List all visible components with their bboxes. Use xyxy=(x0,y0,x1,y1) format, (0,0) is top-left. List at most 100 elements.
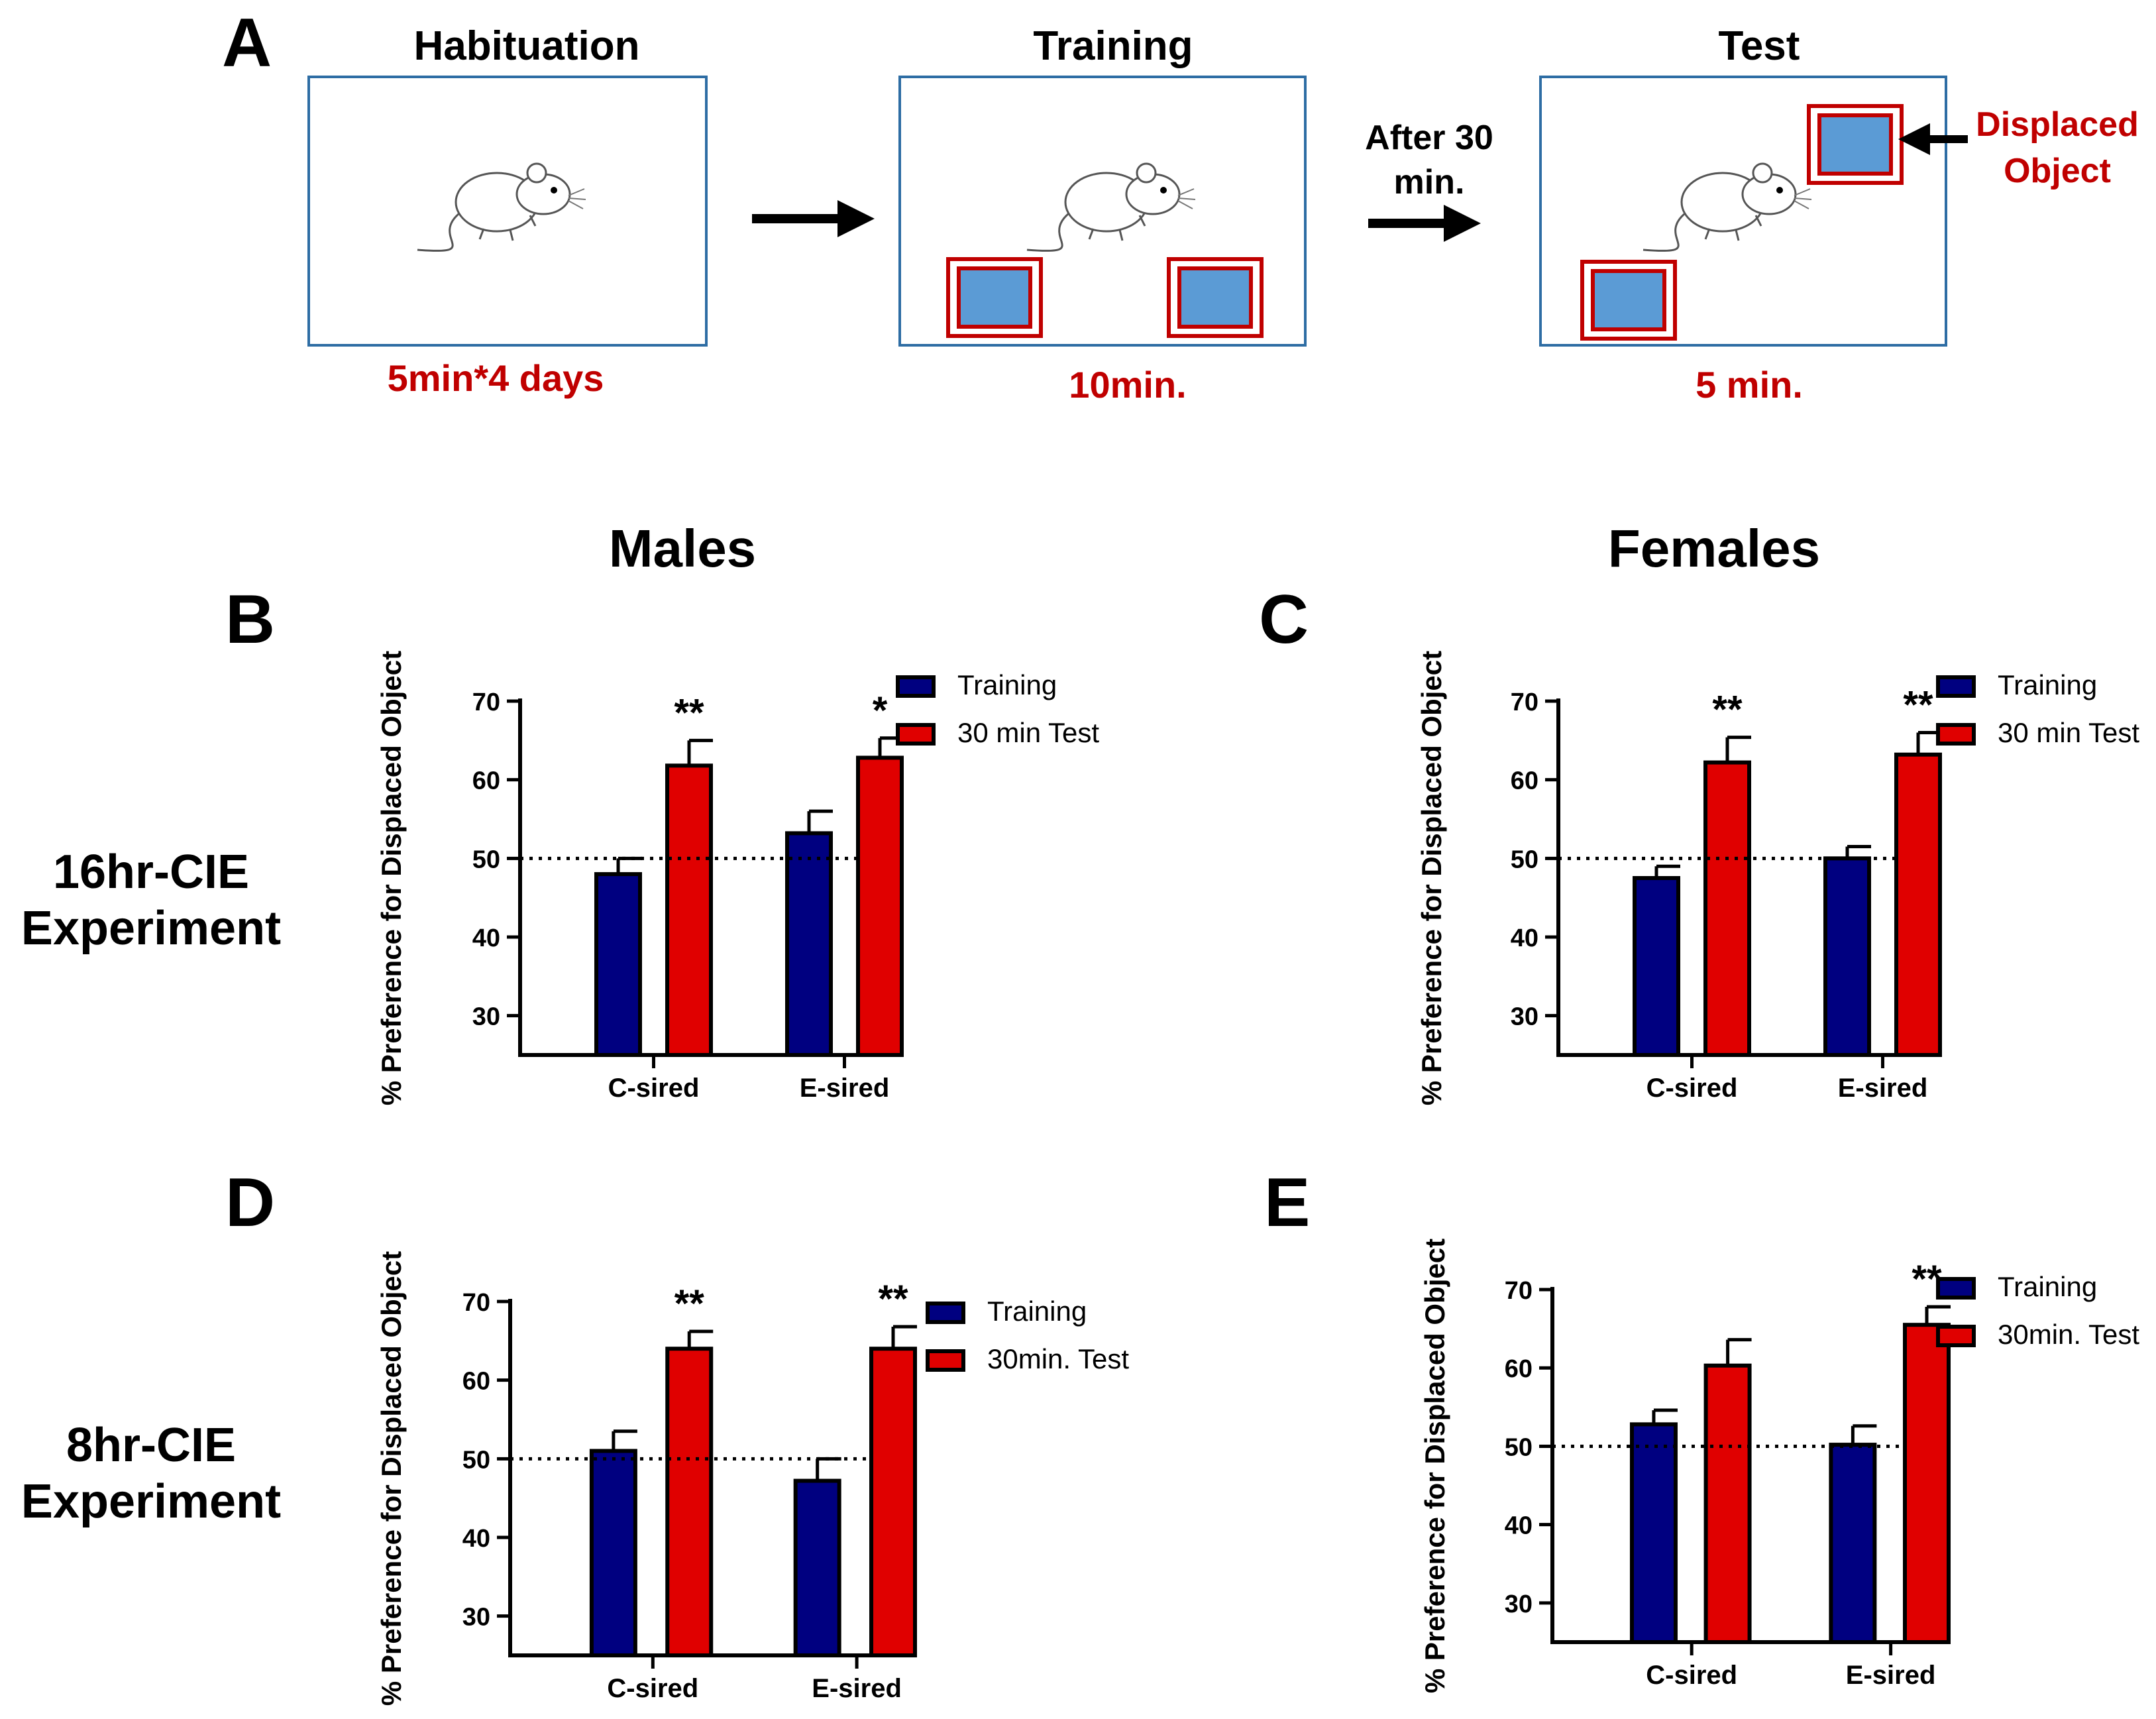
y-tick-label: 70 xyxy=(1505,1277,1533,1305)
training-object-right xyxy=(1167,257,1264,338)
bar-training-c-sired xyxy=(589,1449,637,1657)
delay-label-line1: After 30 xyxy=(1365,119,1493,157)
chart-c: C % Preference for Displaced Object 30 40 50… xyxy=(1259,581,2139,1105)
y-tick-label: 30 xyxy=(462,1604,490,1632)
chart-e: E % Preference for Displaced Object 30 40 50… xyxy=(1264,1164,2139,1693)
y-tick-label: 40 xyxy=(462,1525,490,1553)
legend-label: 30 min Test xyxy=(957,717,1099,748)
y-tick-label: 60 xyxy=(472,767,500,795)
y-axis-label: % Preference for Displaced Object xyxy=(376,1251,407,1706)
test-title: Test xyxy=(1719,23,1800,69)
legend-label: Training xyxy=(987,1296,1087,1327)
displaced-label-line2: Object xyxy=(2004,152,2111,190)
y-tick-label: 60 xyxy=(462,1368,490,1396)
bar-test-c-sired xyxy=(665,763,713,1057)
x-tick-label: E-sired xyxy=(812,1674,902,1703)
bar-training-e-sired xyxy=(793,1478,841,1658)
bar-test-c-sired xyxy=(1703,1363,1752,1644)
y-tick-label: 50 xyxy=(1511,846,1538,873)
panel-letter: C xyxy=(1259,581,1309,658)
y-tick-label: 50 xyxy=(1505,1433,1533,1461)
x-tick-label: E-sired xyxy=(800,1074,890,1103)
y-tick-label: 40 xyxy=(472,924,500,952)
bar-training-c-sired xyxy=(1633,876,1680,1057)
significance-marker: ** xyxy=(878,1278,908,1321)
panel-letter: E xyxy=(1264,1164,1310,1241)
panel-letter: B xyxy=(225,581,275,658)
legend-swatch xyxy=(926,1302,965,1324)
x-tick-label: E-sired xyxy=(1838,1074,1928,1103)
bar-test-c-sired xyxy=(665,1347,714,1657)
bar-training-c-sired xyxy=(594,872,642,1057)
significance-marker: ** xyxy=(1712,689,1743,732)
row1-label-line1: 16hr-CIE xyxy=(53,846,249,899)
displaced-label-line1: Displaced xyxy=(1976,105,2139,144)
significance-marker: ** xyxy=(1903,683,1933,726)
training-duration: 10min. xyxy=(1069,364,1186,406)
row1-label-line2: Experiment xyxy=(21,902,281,955)
habituation-title: Habituation xyxy=(414,23,640,69)
panel-a: A Habituation 5min*4 days Training 10min… xyxy=(222,5,2139,406)
y-axis-label: % Preference for Displaced Object xyxy=(1416,651,1447,1105)
legend-swatch xyxy=(1936,1277,1976,1300)
y-tick-label: 70 xyxy=(472,689,500,716)
y-axis-label: % Preference for Displaced Object xyxy=(376,651,407,1105)
training-title: Training xyxy=(1033,23,1193,69)
legend-swatch xyxy=(926,1349,965,1372)
x-tick-label: E-sired xyxy=(1846,1661,1936,1690)
x-tick-label: C-sired xyxy=(1646,1661,1737,1690)
row2-label-line2: Experiment xyxy=(21,1475,281,1528)
bar-test-e-sired xyxy=(1903,1323,1951,1644)
chart-d: D % Preference for Displaced Object 30 40 50… xyxy=(225,1164,1129,1706)
y-axis-label: % Preference for Displaced Object xyxy=(1419,1239,1450,1693)
legend-label: 30min. Test xyxy=(1998,1319,2139,1350)
test-object-displaced xyxy=(1807,104,1904,185)
significance-marker: ** xyxy=(674,1282,705,1325)
legend-label: Training xyxy=(957,669,1057,700)
row2-label-line1: 8hr-CIE xyxy=(66,1419,236,1472)
legend-swatch xyxy=(896,675,936,698)
bar-test-e-sired xyxy=(869,1347,917,1657)
bar-test-e-sired xyxy=(1894,752,1942,1058)
chart-b: B % Preference for Displaced Object 30 40 50… xyxy=(225,581,1099,1105)
panel-a-letter: A xyxy=(222,5,272,82)
legend-swatch xyxy=(1936,675,1976,698)
legend-label: Training xyxy=(1998,669,2097,700)
test-object-stationary xyxy=(1580,260,1677,341)
bar-test-c-sired xyxy=(1703,760,1751,1058)
y-tick-label: 40 xyxy=(1505,1512,1533,1540)
delay-label-line2: min. xyxy=(1394,163,1465,201)
legend-label: 30 min Test xyxy=(1998,717,2139,748)
y-tick-label: 40 xyxy=(1511,924,1538,952)
x-tick-label: C-sired xyxy=(607,1674,698,1703)
habituation-duration: 5min*4 days xyxy=(388,357,604,399)
x-tick-label: C-sired xyxy=(1646,1074,1738,1103)
y-tick-label: 30 xyxy=(1505,1590,1533,1618)
y-tick-label: 70 xyxy=(462,1289,490,1317)
legend-swatch xyxy=(1936,1325,1976,1347)
y-tick-label: 30 xyxy=(472,1003,500,1031)
bar-training-e-sired xyxy=(1829,1443,1877,1645)
significance-marker: ** xyxy=(674,691,704,734)
training-object-left xyxy=(946,257,1043,338)
y-tick-label: 50 xyxy=(472,846,500,873)
y-tick-label: 30 xyxy=(1511,1003,1538,1031)
y-tick-label: 70 xyxy=(1511,689,1538,716)
bar-training-e-sired xyxy=(785,831,833,1057)
legend-label: Training xyxy=(1998,1271,2097,1302)
bar-test-e-sired xyxy=(856,755,904,1057)
bar-training-e-sired xyxy=(1823,856,1871,1058)
y-tick-label: 60 xyxy=(1505,1355,1533,1383)
test-duration: 5 min. xyxy=(1696,364,1803,406)
significance-marker: * xyxy=(873,689,888,732)
bar-training-c-sired xyxy=(1629,1422,1678,1645)
y-tick-label: 50 xyxy=(462,1446,490,1474)
males-header: Males xyxy=(609,519,756,578)
females-header: Females xyxy=(1608,519,1820,578)
x-tick-label: C-sired xyxy=(608,1074,700,1103)
legend-label: 30min. Test xyxy=(987,1343,1129,1374)
legend-swatch xyxy=(1936,723,1976,746)
panel-letter: D xyxy=(225,1164,275,1241)
legend-swatch xyxy=(896,723,936,746)
